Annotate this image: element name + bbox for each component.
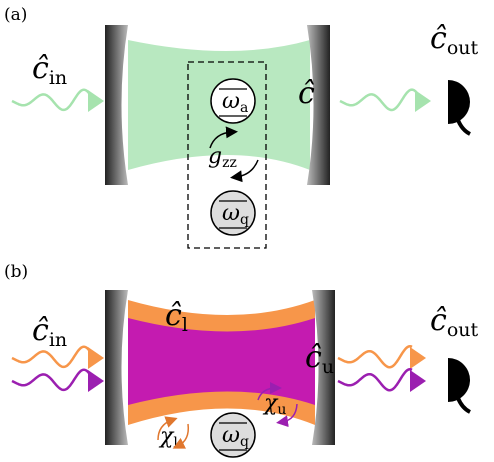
arrow (257, 382, 282, 401)
panel-label: (b) (4, 262, 28, 282)
panel-label: (a) (4, 5, 27, 25)
detector (448, 358, 470, 402)
arrow (172, 423, 190, 449)
mode-circle (210, 78, 256, 124)
qubit-label: ωq (222, 423, 249, 450)
wave-arrow (88, 370, 104, 392)
cavity-field (128, 318, 315, 405)
detector (448, 80, 470, 124)
qubit-circle (210, 190, 256, 236)
coupling-label: gzz (208, 144, 237, 171)
detector (456, 119, 471, 136)
mirror (105, 25, 128, 185)
qubit-label: ωq (222, 201, 249, 228)
arrow (157, 416, 178, 441)
wave (337, 368, 413, 392)
wave-arrow (410, 370, 426, 392)
wave-arrow (88, 90, 104, 112)
wave-arrow (415, 90, 431, 112)
wave (339, 88, 418, 112)
wave-arrow (88, 347, 104, 369)
mirror (307, 25, 330, 185)
detector (456, 397, 471, 414)
qubit-circle (210, 412, 256, 458)
mode-label: ĉl (165, 298, 188, 336)
output-label: ĉout (430, 21, 478, 59)
output-label: ĉout (430, 303, 478, 341)
wave (11, 368, 92, 392)
mode-label: ĉu (305, 340, 334, 378)
mirror (312, 290, 335, 445)
mode-label: ωa (222, 89, 248, 116)
wave (11, 88, 92, 112)
mirror (105, 290, 128, 445)
arrow (209, 126, 238, 149)
arrow (276, 403, 298, 428)
wave (11, 345, 92, 369)
arrow (230, 159, 259, 183)
wave-arrow (410, 347, 426, 369)
input-label: ĉin (32, 51, 67, 89)
chi-label: χu (262, 391, 286, 418)
cavity-label: ĉ (298, 76, 315, 111)
dashed-box (187, 61, 267, 249)
input-label: ĉin (32, 313, 67, 351)
wave (337, 345, 413, 369)
